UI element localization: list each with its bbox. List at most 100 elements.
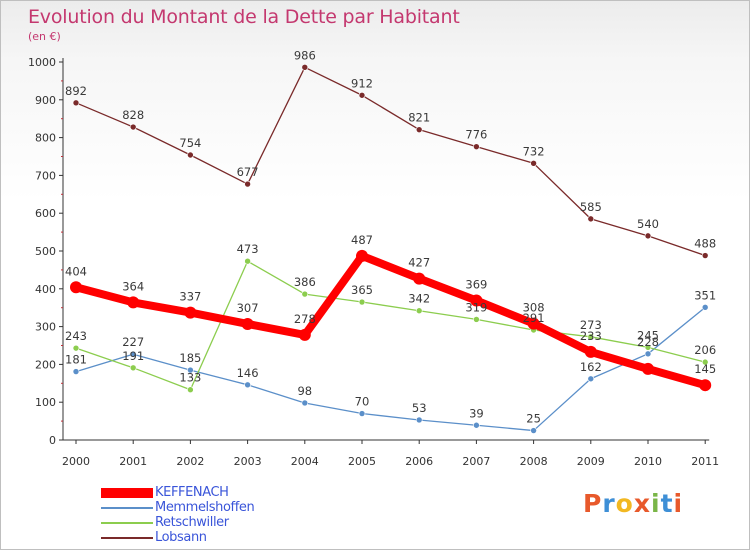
x-tick-label: 2007 xyxy=(462,455,490,468)
data-point-lobsann xyxy=(244,180,251,188)
legend-swatch-retschwiller xyxy=(101,522,153,524)
series-line-keffenach xyxy=(72,251,710,390)
data-label-lobsann: 754 xyxy=(179,136,201,150)
logo-letter: t xyxy=(660,489,674,518)
legend-label-retschwiller: Retschwiller xyxy=(155,515,229,530)
legend-swatch-memmelshoffen xyxy=(101,507,153,509)
data-point-keffenach xyxy=(470,294,483,307)
data-point-keffenach xyxy=(642,362,654,375)
x-tick-label: 2011 xyxy=(691,455,719,468)
data-point-retschwiller xyxy=(701,358,709,366)
y-tick-label: 900 xyxy=(35,94,56,107)
data-label-keffenach: 404 xyxy=(65,264,87,278)
data-point-memmelshoffen xyxy=(701,304,709,311)
logo-letter: P xyxy=(583,489,603,518)
data-point-retschwiller xyxy=(587,333,595,341)
chart-axes: 0 100 200 300 400 500 600 700 800 900 1000 2000 2001… xyxy=(28,56,719,468)
data-point-lobsann xyxy=(415,126,423,133)
y-tick-label: 500 xyxy=(35,245,56,258)
data-point-keffenach xyxy=(70,281,82,294)
data-label-retschwiller: 243 xyxy=(65,329,87,343)
data-label-memmelshoffen: 53 xyxy=(412,401,427,415)
chart-title: Evolution du Montant de la Dette par Hab… xyxy=(28,6,460,28)
data-point-keffenach xyxy=(356,249,368,262)
data-point-lobsann xyxy=(473,143,480,150)
data-point-keffenach xyxy=(184,306,197,319)
data-point-keffenach xyxy=(298,328,311,341)
data-label-retschwiller: 365 xyxy=(351,283,373,297)
data-point-keffenach xyxy=(241,317,254,330)
proxiti-logo: Proxiti xyxy=(583,489,683,518)
data-label-memmelshoffen: 25 xyxy=(526,412,541,426)
data-label-lobsann: 986 xyxy=(294,48,316,62)
x-tick-label: 2004 xyxy=(291,455,319,468)
data-point-memmelshoffen xyxy=(301,399,309,407)
data-point-keffenach xyxy=(413,272,426,285)
legend-label-keffenach: KEFFENACH xyxy=(155,485,229,500)
data-label-memmelshoffen: 146 xyxy=(237,366,259,380)
data-label-lobsann: 912 xyxy=(351,76,373,90)
data-point-lobsann xyxy=(129,123,137,131)
data-label-keffenach: 337 xyxy=(179,290,201,304)
series-line-retschwiller xyxy=(75,260,706,391)
data-label-retschwiller: 473 xyxy=(237,242,259,256)
series-line-memmelshoffen xyxy=(75,306,706,432)
series-line-lobsann xyxy=(75,66,706,257)
data-label-retschwiller: 206 xyxy=(694,343,716,357)
legend-swatch-keffenach xyxy=(101,488,153,498)
data-label-memmelshoffen: 39 xyxy=(469,406,484,420)
y-tick-label: 700 xyxy=(35,169,56,182)
data-label-keffenach: 307 xyxy=(237,301,259,315)
data-label-keffenach: 308 xyxy=(523,301,545,315)
chart-series xyxy=(70,63,712,434)
data-point-retschwiller xyxy=(187,386,194,394)
data-point-keffenach xyxy=(699,379,712,392)
data-label-memmelshoffen: 162 xyxy=(580,360,602,374)
data-point-memmelshoffen xyxy=(473,421,480,429)
data-label-memmelshoffen: 98 xyxy=(297,384,312,398)
data-point-retschwiller xyxy=(644,344,652,351)
y-tick-label: 400 xyxy=(35,283,56,296)
y-tick-label: 800 xyxy=(35,132,56,145)
y-tick-label: 0 xyxy=(49,434,56,447)
data-label-retschwiller: 245 xyxy=(637,328,659,342)
data-point-memmelshoffen xyxy=(129,350,137,358)
x-tick-label: 2009 xyxy=(577,455,605,468)
data-point-memmelshoffen xyxy=(644,350,652,358)
data-label-retschwiller: 342 xyxy=(408,292,430,306)
data-label-keffenach: 233 xyxy=(580,329,602,343)
data-label-memmelshoffen: 181 xyxy=(65,353,87,367)
y-tick-label: 1000 xyxy=(28,56,56,69)
logo-letter: x xyxy=(633,489,651,518)
data-point-keffenach xyxy=(127,296,140,309)
data-label-keffenach: 487 xyxy=(351,233,373,247)
data-label-retschwiller: 319 xyxy=(465,300,487,314)
x-tick-label: 2010 xyxy=(634,455,662,468)
data-label-retschwiller: 133 xyxy=(179,371,201,385)
data-label-lobsann: 821 xyxy=(408,111,430,125)
data-label-retschwiller: 291 xyxy=(523,311,545,325)
data-point-memmelshoffen xyxy=(415,416,423,424)
data-label-lobsann: 892 xyxy=(65,84,87,98)
legend-label-lobsann: Lobsann xyxy=(155,530,207,545)
legend-label-memmelshoffen: Memmelshoffen xyxy=(155,500,255,515)
data-point-retschwiller xyxy=(244,257,251,265)
data-point-retschwiller xyxy=(473,316,480,323)
y-tick-label: 600 xyxy=(35,207,56,220)
y-tick-label: 100 xyxy=(35,396,56,409)
data-label-keffenach: 145 xyxy=(694,362,716,376)
x-tick-label: 2001 xyxy=(119,455,147,468)
data-label-lobsann: 828 xyxy=(122,108,144,122)
data-point-lobsann xyxy=(187,151,194,159)
data-label-lobsann: 677 xyxy=(237,165,259,179)
logo-letter: i xyxy=(673,489,684,518)
data-label-lobsann: 488 xyxy=(694,237,716,251)
x-tick-label: 2003 xyxy=(234,455,262,468)
legend-swatch-lobsann xyxy=(101,537,153,539)
data-point-memmelshoffen xyxy=(358,410,366,417)
data-label-retschwiller: 191 xyxy=(122,349,144,363)
y-tick-label: 200 xyxy=(35,358,56,371)
data-point-lobsann xyxy=(701,252,709,259)
